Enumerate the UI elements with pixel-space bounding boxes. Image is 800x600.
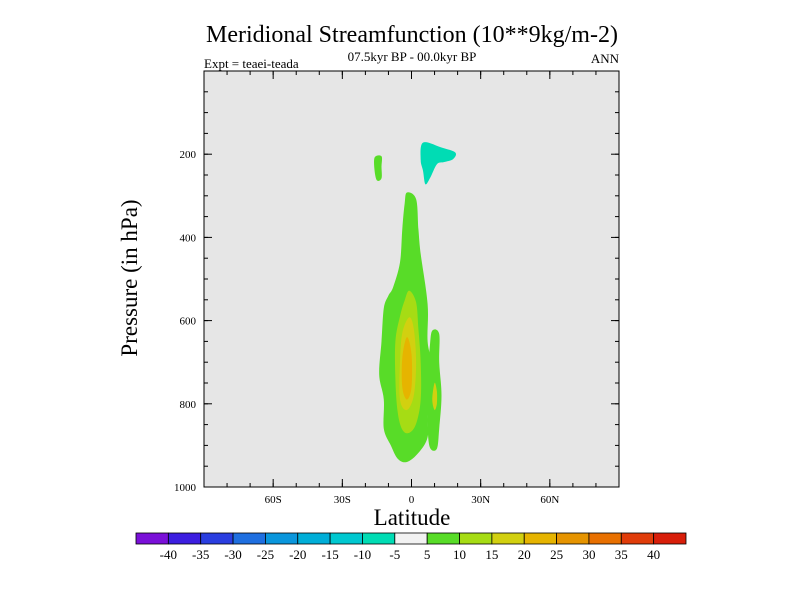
chart-title: Meridional Streamfunction (10**9kg/m-2)	[206, 22, 618, 48]
y-tick-label: 400	[180, 232, 197, 244]
contour-region-band-20-25	[401, 337, 413, 400]
experiment-label: Expt = teaei-teada	[204, 56, 299, 71]
colorbar-swatch	[426, 532, 460, 545]
colorbar-label: -25	[257, 547, 274, 562]
colorbar-label: 30	[582, 547, 595, 562]
colorbar-swatch	[329, 532, 363, 545]
colorbar-label: -10	[354, 547, 371, 562]
plot-area: 60S 30S 0 30N 60N 200 400 600 800 1000	[174, 70, 620, 506]
colorbar-label: 25	[550, 547, 563, 562]
colorbar-label: 35	[615, 547, 628, 562]
colorbar-swatch	[265, 532, 299, 545]
colorbar-label: -15	[321, 547, 338, 562]
colorbar-label: -35	[192, 547, 209, 562]
colorbar-swatch	[653, 532, 687, 545]
colorbar-label: 5	[424, 547, 431, 562]
colorbar: -40 -35 -30 -25 -20 -15 -10 -5 5 10 15 20 25 30 35 40	[135, 532, 687, 562]
colorbar-swatch	[297, 532, 331, 545]
colorbar-label: -5	[389, 547, 400, 562]
y-tick-label: 800	[180, 399, 197, 411]
y-axis-label: Pressure (in hPa)	[117, 199, 142, 356]
x-tick-label: 60S	[265, 494, 282, 506]
x-tick-label: 30N	[471, 494, 490, 506]
colorbar-swatch	[200, 532, 234, 545]
colorbar-swatch	[394, 532, 428, 545]
contour-region-band-neg10-neg5-upper-right	[420, 142, 457, 185]
colorbar-swatch	[523, 532, 557, 545]
x-tick-label: 30S	[334, 494, 351, 506]
colorbar-label: 40	[647, 547, 660, 562]
colorbar-swatch	[167, 532, 202, 545]
colorbar-swatch	[232, 532, 266, 545]
colorbar-label: 20	[518, 547, 531, 562]
colorbar-swatch	[588, 532, 622, 545]
colorbar-swatch	[362, 532, 396, 545]
x-tick-label: 60N	[540, 494, 559, 506]
contour-region-band-5-10-upper-left	[374, 155, 383, 181]
season-label: ANN	[591, 51, 620, 66]
x-tick-label: 0	[409, 494, 415, 506]
colorbar-swatch	[620, 532, 655, 545]
colorbar-label: 15	[485, 547, 498, 562]
x-axis-label: Latitude	[374, 505, 451, 530]
colorbar-label: -40	[160, 547, 177, 562]
y-tick-label: 600	[180, 316, 197, 328]
colorbar-label: -20	[289, 547, 306, 562]
colorbar-label: -30	[224, 547, 241, 562]
colorbar-label: 10	[453, 547, 466, 562]
contour-region-band-15-20-right-lobe	[432, 382, 438, 411]
y-tick-label: 1000	[174, 482, 197, 494]
colorbar-swatch	[135, 532, 169, 545]
colorbar-swatch	[491, 532, 525, 545]
y-tick-label: 200	[180, 149, 197, 161]
colorbar-swatch	[459, 532, 493, 545]
colorbar-swatch	[556, 532, 590, 545]
chart-subtitle: 07.5kyr BP - 00.0kyr BP	[348, 49, 477, 64]
